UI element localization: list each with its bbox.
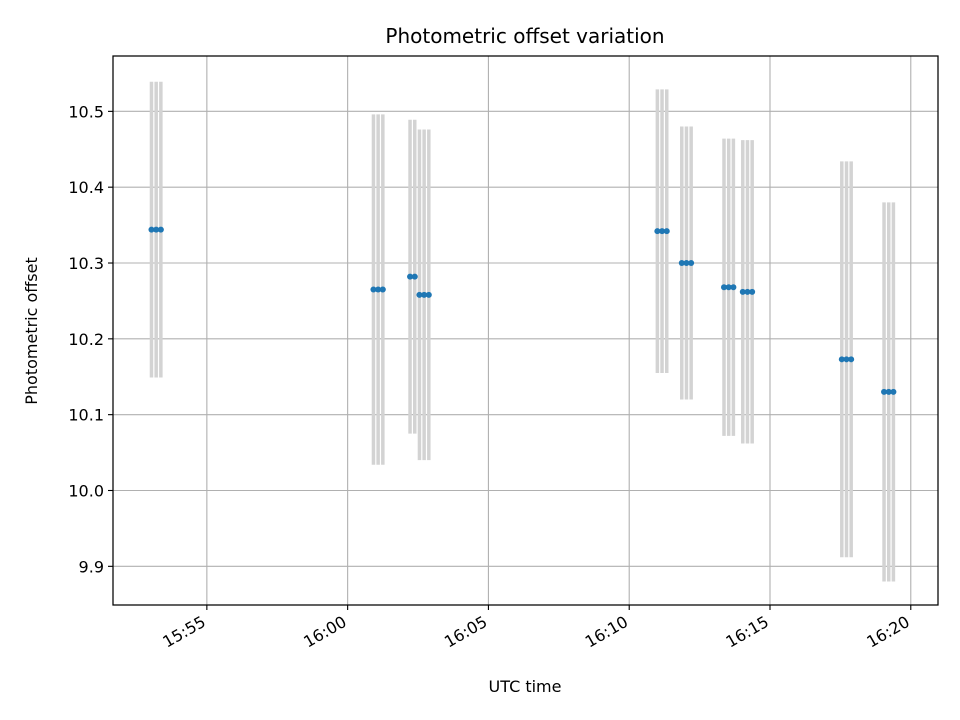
- data-point: [411, 273, 418, 280]
- data-point: [744, 288, 751, 295]
- data-point: [848, 356, 855, 363]
- y-axis-title: Photometric offset: [22, 257, 41, 405]
- data-point: [654, 228, 661, 235]
- data-point: [881, 388, 888, 395]
- y-tick-label: 10.4: [68, 178, 104, 197]
- data-point: [725, 284, 732, 291]
- data-point: [421, 291, 428, 298]
- x-axis-ticks: 15:55 16:00 16:05 16:10 16:15 16:20: [159, 605, 913, 652]
- data-point: [375, 286, 382, 293]
- data-point: [885, 388, 892, 395]
- y-tick-label: 10.0: [68, 481, 104, 500]
- data-point: [688, 260, 695, 267]
- y-tick-label: 10.5: [68, 102, 104, 121]
- x-tick-label: 16:00: [300, 612, 349, 652]
- data-point: [838, 356, 845, 363]
- data-point: [157, 226, 164, 233]
- y-tick-label: 9.9: [79, 557, 104, 576]
- data-point: [843, 356, 850, 363]
- x-axis-title: UTC time: [489, 677, 562, 696]
- data-markers: [148, 226, 897, 395]
- grid-lines: [113, 56, 938, 605]
- data-point: [416, 291, 423, 298]
- data-point: [407, 273, 414, 280]
- data-point: [379, 286, 386, 293]
- data-point: [148, 226, 155, 233]
- plot-frame: [112, 55, 939, 606]
- y-axis-ticks: 9.9 10.0 10.1 10.2 10.3 10.4 10.5: [68, 102, 113, 576]
- data-point: [749, 288, 756, 295]
- y-tick-label: 10.1: [68, 406, 104, 425]
- data-point: [739, 288, 746, 295]
- data-point: [683, 260, 690, 267]
- x-tick-label: 16:15: [723, 612, 772, 652]
- x-tick-label: 16:05: [441, 612, 490, 652]
- error-bars: [149, 81, 896, 582]
- x-tick-label: 16:20: [863, 612, 912, 652]
- data-point: [659, 228, 666, 235]
- x-tick-label: 16:10: [582, 612, 631, 652]
- data-point: [678, 260, 685, 267]
- data-point: [425, 291, 432, 298]
- data-point: [730, 284, 737, 291]
- data-point: [370, 286, 377, 293]
- data-point: [663, 228, 670, 235]
- data-point: [890, 388, 897, 395]
- data-point: [153, 226, 160, 233]
- x-tick-label: 15:55: [159, 612, 208, 652]
- y-tick-label: 10.3: [68, 254, 104, 273]
- data-point: [721, 284, 728, 291]
- y-tick-label: 10.2: [68, 330, 104, 349]
- chart-title: Photometric offset variation: [385, 24, 664, 48]
